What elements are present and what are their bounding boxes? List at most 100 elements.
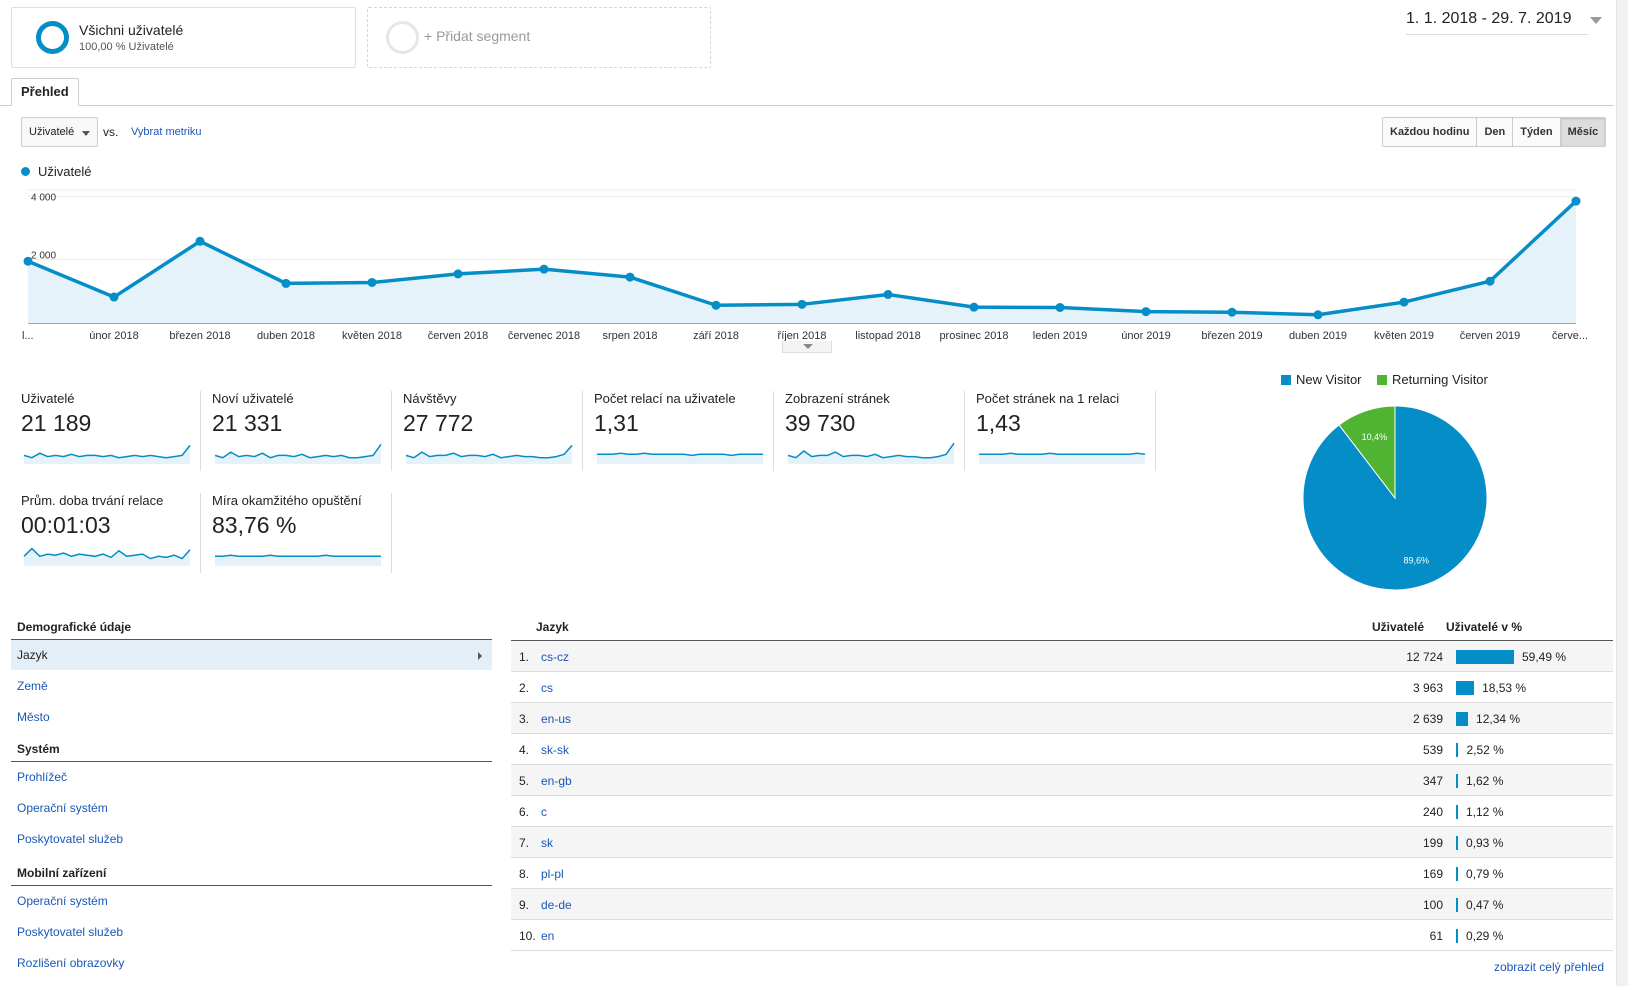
sparkline: [405, 444, 573, 464]
demographics-item[interactable]: Prohlížeč: [11, 762, 492, 792]
scrollbar[interactable]: [1616, 0, 1628, 986]
table-row[interactable]: 7. sk 199 0,93 %: [511, 827, 1613, 858]
demographics-section-title: Systém: [17, 742, 60, 756]
sparkline-line: [215, 554, 381, 558]
language-link[interactable]: en: [541, 929, 555, 943]
language-link[interactable]: sk: [541, 836, 553, 850]
table-header-divider: [511, 640, 1613, 641]
percent-bar: [1456, 929, 1458, 943]
scorecard[interactable]: Prům. doba trvání relace 00:01:03: [21, 493, 211, 573]
table-row[interactable]: 9. de-de 100 0,47 %: [511, 889, 1613, 920]
demographics-item-label: Operační systém: [17, 894, 108, 908]
table-row[interactable]: 6. c 240 1,12 %: [511, 796, 1613, 827]
language-link[interactable]: cs-cz: [541, 650, 569, 664]
sparkline-line: [214, 443, 382, 459]
data-point[interactable]: [1313, 310, 1323, 320]
language-link[interactable]: en-gb: [541, 774, 572, 788]
language-link[interactable]: cs: [541, 681, 553, 695]
sparkline: [23, 547, 191, 566]
demographics-item[interactable]: Operační systém: [11, 793, 492, 823]
date-range-picker[interactable]: 1. 1. 2018 - 29. 7. 2019: [1406, 10, 1602, 35]
data-point[interactable]: [23, 256, 33, 266]
language-link[interactable]: pl-pl: [541, 867, 564, 881]
sparkline-area: [788, 443, 954, 464]
data-point[interactable]: [1399, 297, 1409, 307]
granularity-week-button[interactable]: Týden: [1513, 118, 1561, 146]
data-point[interactable]: [1485, 276, 1495, 286]
metric-select[interactable]: Uživatelé: [21, 117, 98, 147]
x-tick-label: l...: [22, 330, 34, 342]
pie-slice-label: 89,6%: [1403, 556, 1429, 566]
language-link[interactable]: en-us: [541, 712, 572, 726]
scorecard-label: Uživatelé: [21, 391, 75, 406]
data-point[interactable]: [883, 290, 893, 299]
demographics-item[interactable]: Země: [11, 671, 492, 701]
segment-ring-icon: [36, 21, 69, 54]
table-row[interactable]: 8. pl-pl 169 0,79 %: [511, 858, 1613, 889]
demographics-item[interactable]: Poskytovatel služeb: [11, 917, 492, 947]
data-point[interactable]: [969, 302, 979, 312]
data-point[interactable]: [1571, 196, 1581, 206]
table-row[interactable]: 5. en-gb 347 1,62 %: [511, 765, 1613, 796]
section-divider: [11, 761, 492, 762]
demographics-item[interactable]: Operační systém: [11, 886, 492, 916]
scorecard-label: Prům. doba trvání relace: [21, 493, 164, 508]
table-row[interactable]: 10. en 61 0,29 %: [511, 920, 1613, 951]
demographics-item[interactable]: Poskytovatel služeb: [11, 824, 492, 854]
scorecard[interactable]: Návštěvy 27 772: [403, 391, 593, 471]
tab-overview[interactable]: Přehled: [11, 78, 79, 106]
scorecard-value: 27 772: [403, 410, 474, 436]
row-index: 10.: [519, 929, 536, 943]
data-point[interactable]: [625, 272, 635, 282]
scorecard[interactable]: Míra okamžitého opuštění 83,76 %: [212, 493, 402, 573]
demographics-item[interactable]: Jazyk: [11, 640, 492, 670]
scorecard[interactable]: Počet stránek na 1 relaci 1,43: [976, 391, 1166, 471]
scorecard[interactable]: Noví uživatelé 21 331: [212, 391, 402, 471]
add-segment-label: + Přidat segment: [424, 28, 531, 44]
language-link[interactable]: de-de: [541, 898, 572, 912]
pick-metric-link[interactable]: Vybrat metriku: [131, 126, 202, 138]
data-point[interactable]: [281, 278, 291, 288]
data-point[interactable]: [797, 299, 807, 309]
scorecard[interactable]: Zobrazení stránek 39 730: [785, 391, 975, 471]
add-segment-button[interactable]: + Přidat segment: [367, 7, 711, 68]
table-row[interactable]: 3. en-us 2 639 12,34 %: [511, 703, 1613, 734]
granularity-hourly-button[interactable]: Každou hodinu: [1383, 118, 1478, 146]
table-row[interactable]: 4. sk-sk 539 2,52 %: [511, 734, 1613, 765]
full-report-link[interactable]: zobrazit celý přehled: [1493, 960, 1604, 974]
data-point[interactable]: [367, 277, 377, 287]
data-point[interactable]: [1141, 307, 1151, 317]
data-point[interactable]: [539, 264, 549, 274]
scorecard[interactable]: Uživatelé 21 189: [21, 391, 211, 471]
row-index: 7.: [519, 836, 530, 850]
row-index: 6.: [519, 805, 530, 819]
granularity-day-button[interactable]: Den: [1477, 118, 1514, 146]
demographics-item[interactable]: Rozlišení obrazovky: [11, 948, 492, 978]
table-row[interactable]: 1. cs-cz 12 724 59,49 %: [511, 641, 1613, 672]
row-users: 169: [1422, 867, 1443, 881]
scorecard-divider: [391, 493, 392, 573]
data-point[interactable]: [711, 300, 721, 310]
chart-expand-handle[interactable]: [782, 341, 832, 353]
x-tick-label: květen 2018: [342, 330, 402, 342]
scorecard[interactable]: Počet relací na uživatele 1,31: [594, 391, 784, 471]
data-point[interactable]: [1227, 307, 1237, 317]
segment-all-users[interactable]: Všichni uživatelé 100,00 % Uživatelé: [11, 7, 356, 68]
x-tick-label: září 2018: [693, 330, 739, 342]
granularity-month-button[interactable]: Měsíc: [1560, 118, 1606, 146]
language-link[interactable]: sk-sk: [541, 743, 569, 757]
pie-slice[interactable]: [1338, 405, 1396, 500]
demographics-item[interactable]: Město: [11, 702, 492, 732]
row-percent: 59,49 %: [1522, 650, 1567, 664]
scorecard-divider: [391, 391, 392, 471]
data-point[interactable]: [1055, 302, 1065, 312]
language-link[interactable]: c: [541, 805, 547, 819]
scorecard-value: 83,76 %: [212, 512, 297, 538]
data-point[interactable]: [195, 236, 205, 246]
x-tick-label: červen 2019: [1460, 330, 1521, 342]
data-point[interactable]: [109, 292, 119, 302]
chevron-right-icon: [478, 652, 482, 660]
table-row[interactable]: 2. cs 3 963 18,53 %: [511, 672, 1613, 703]
demographics-item-label: Rozlišení obrazovky: [17, 956, 125, 970]
data-point[interactable]: [453, 269, 463, 279]
